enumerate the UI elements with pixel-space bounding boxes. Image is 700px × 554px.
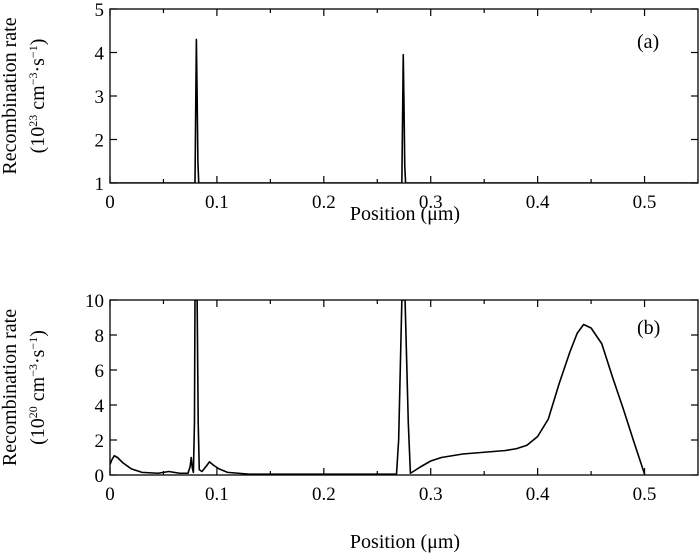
y-tick-label: 8 xyxy=(95,326,105,347)
y-axis-label-text: ) xyxy=(27,39,49,46)
y-axis-label-superscript: 23 xyxy=(26,115,40,127)
y-tick-label: 5 xyxy=(95,0,105,21)
panel-b: 0 0.1 0.2 0.3 0.4 0.5 0 2 4 6 8 10 (b) Position (μm) R… xyxy=(0,291,699,553)
y-tick-label: 2 xyxy=(95,431,105,452)
panel-label: (b) xyxy=(637,317,660,339)
y-axis-label-text: ) xyxy=(27,330,49,337)
x-tick-label: 0.5 xyxy=(633,484,657,505)
x-tick-label: 0.2 xyxy=(312,484,336,505)
x-tick-label: 0.3 xyxy=(419,192,443,213)
y-tick-label: 4 xyxy=(95,396,105,417)
x-tick-label: 0.5 xyxy=(633,192,657,213)
y-tick-label: 3 xyxy=(95,87,105,108)
y-tick-label: 6 xyxy=(95,361,105,382)
x-tick-label: 0.3 xyxy=(419,484,443,505)
y-axis-label-superscript: −3 xyxy=(26,364,40,377)
y-tick-label: 0 xyxy=(95,466,105,487)
plot-frame xyxy=(109,299,699,476)
y-tick-label: 2 xyxy=(95,131,105,152)
y-axis-label-text: (10 xyxy=(27,127,49,154)
series-line-0 xyxy=(110,300,646,475)
y-tick-label: 10 xyxy=(85,291,104,312)
y-axis-label-line2: (1020 cm−3·s−1) xyxy=(26,330,49,445)
x-tick-label: 0.4 xyxy=(526,484,550,505)
y-axis-label-superscript: −1 xyxy=(26,45,40,58)
y-axis-label-superscript: −3 xyxy=(26,73,40,86)
y-axis-label-text: ·s xyxy=(27,58,49,73)
y-axis-label-line1: Recombination rate xyxy=(0,17,21,174)
y-tick-label: 4 xyxy=(95,44,105,65)
x-tick-label: 0.2 xyxy=(312,192,336,213)
y-axis-label-text: cm xyxy=(27,85,49,115)
x-tick-label: 0.1 xyxy=(205,192,229,213)
y-axis-label-text: (10 xyxy=(27,418,49,445)
y-axis-label-text: ·s xyxy=(27,349,49,364)
y-axis-label-text: cm xyxy=(27,376,49,406)
y-axis-label-line1: Recombination rate xyxy=(0,309,21,466)
x-axis-label: Position (μm) xyxy=(350,531,460,553)
panel-label: (a) xyxy=(637,31,659,53)
y-tick-label: 1 xyxy=(95,174,105,195)
x-axis-label: Position (μm) xyxy=(350,203,460,225)
y-axis-label-superscript: −1 xyxy=(26,337,40,350)
y-axis-label-line2: (1023 cm−3·s−1) xyxy=(26,39,49,154)
x-tick-label: 0 xyxy=(105,484,115,505)
x-tick-label: 0.1 xyxy=(205,484,229,505)
series-line-0 xyxy=(110,38,698,183)
x-tick-label: 0.4 xyxy=(526,192,550,213)
y-axis-label-superscript: 20 xyxy=(26,406,40,418)
x-tick-label: 0 xyxy=(105,192,115,213)
